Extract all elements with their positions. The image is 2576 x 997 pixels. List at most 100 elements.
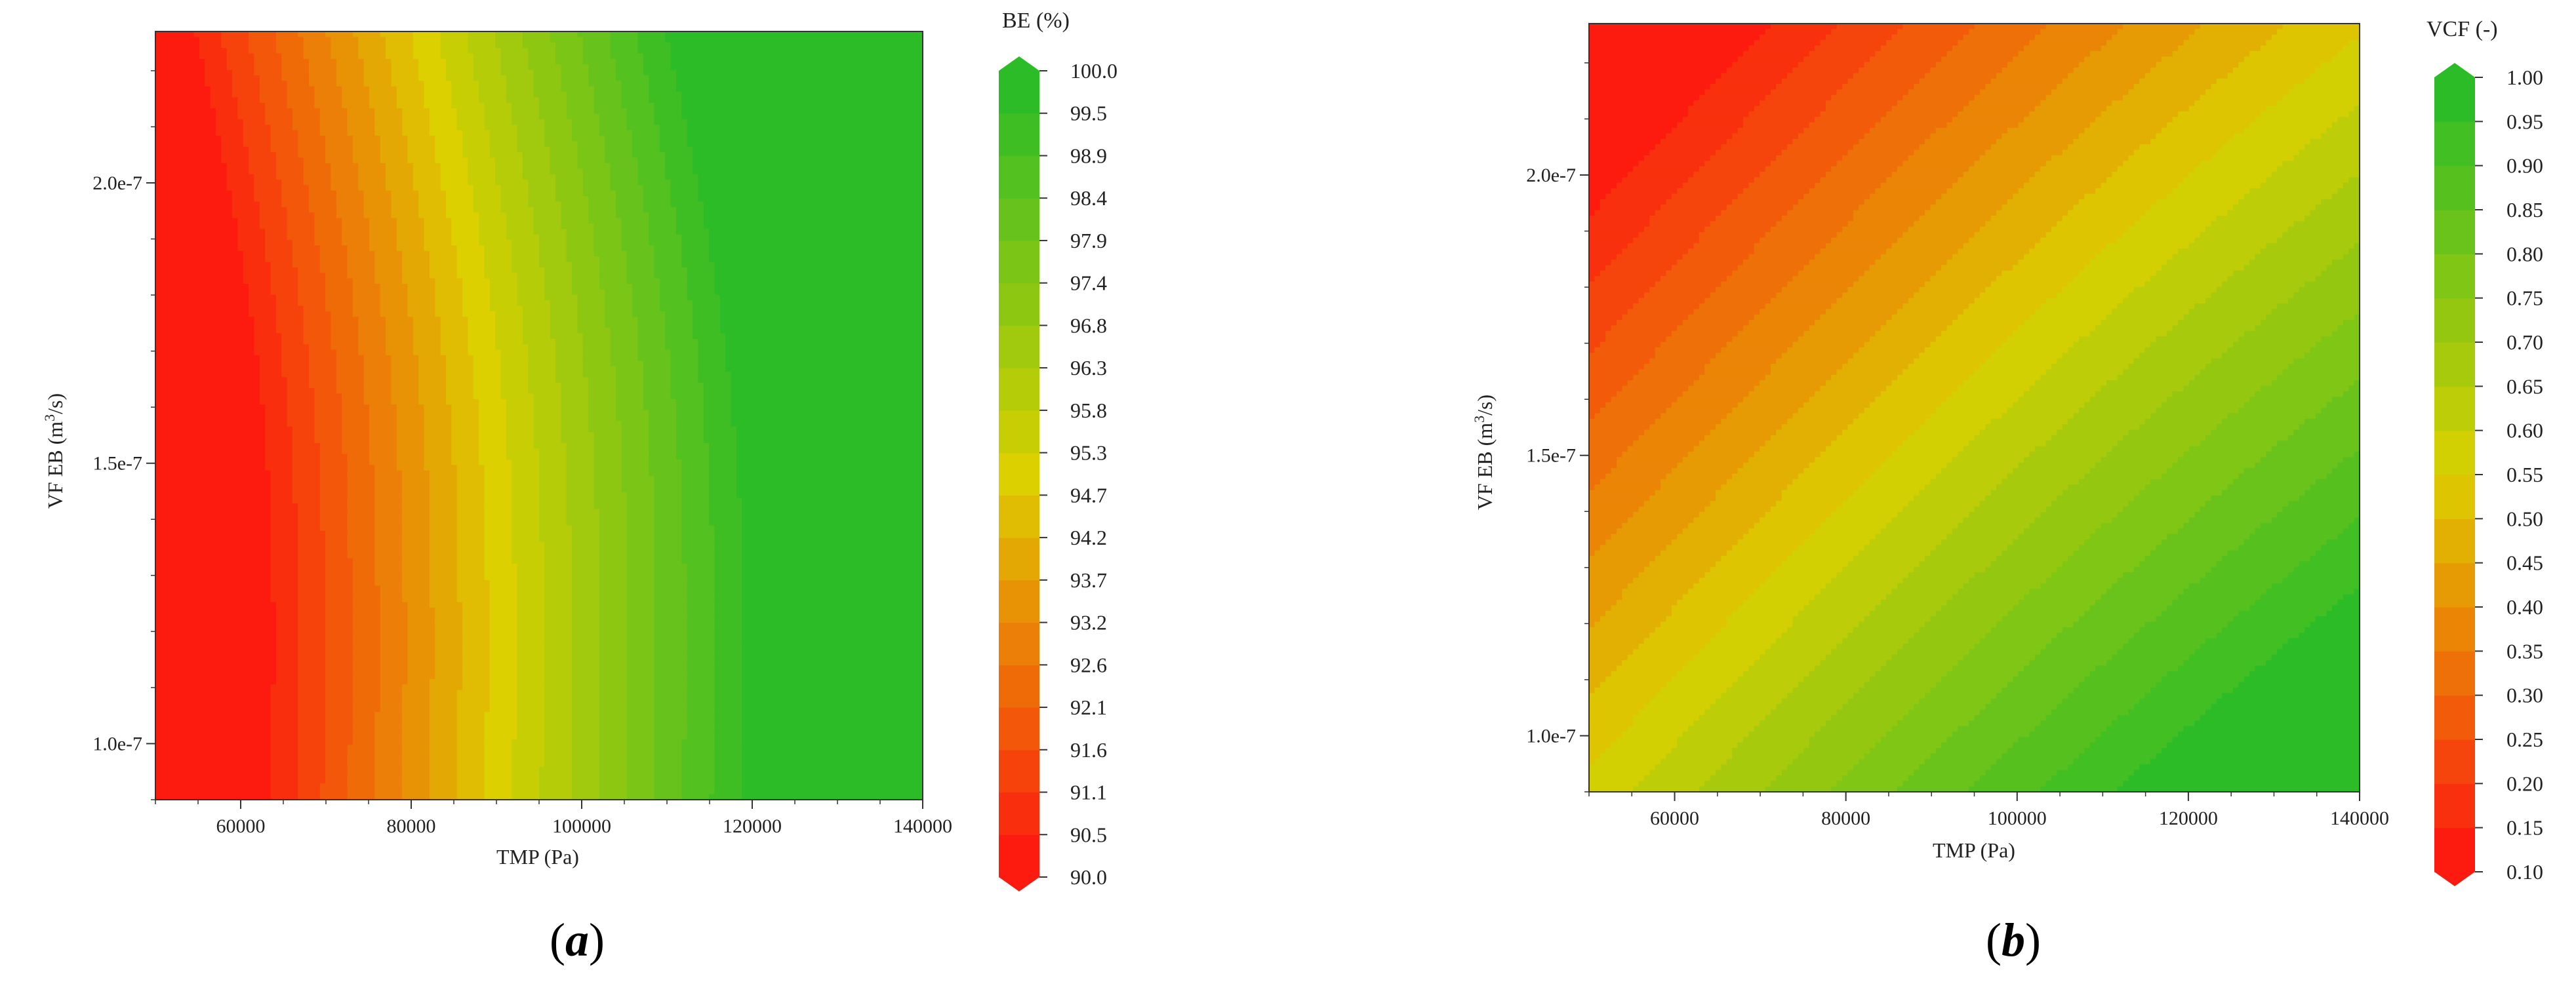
contour-cell xyxy=(325,662,353,669)
contour-cell xyxy=(1798,473,1870,480)
contour-cell xyxy=(572,717,600,724)
contour-cell xyxy=(484,722,518,729)
contour-cell xyxy=(544,613,573,619)
contour-cell xyxy=(254,58,282,65)
contour-cell xyxy=(424,86,452,92)
contour-cell xyxy=(473,377,502,383)
contour-cell xyxy=(2167,534,2250,540)
contour-cell xyxy=(659,289,688,296)
contour-cell xyxy=(742,733,923,740)
contour-cell xyxy=(544,706,573,713)
contour-cell xyxy=(275,311,304,317)
contour-cell xyxy=(588,201,616,208)
contour-cell xyxy=(1958,451,2030,458)
contour-cell xyxy=(1732,336,1799,343)
contour-cell xyxy=(1589,128,1672,134)
contour-cell xyxy=(544,722,573,729)
contour-cell xyxy=(1589,237,1634,244)
contour-cell xyxy=(358,344,386,351)
contour-cell xyxy=(1710,501,1777,507)
contour-cell xyxy=(363,212,392,219)
contour-cell xyxy=(528,53,556,60)
contour-cell xyxy=(1919,561,1992,568)
contour-cell xyxy=(539,108,567,115)
contour-cell xyxy=(654,684,688,691)
contour-cell xyxy=(325,289,353,296)
contour-cell xyxy=(681,761,715,768)
contour-cell xyxy=(155,635,277,641)
contour-cell xyxy=(1677,188,1744,195)
contour-cell xyxy=(155,97,211,104)
contour-cell xyxy=(1864,133,1931,140)
contour-cell xyxy=(1589,325,1612,332)
contour-cell xyxy=(2249,671,2360,677)
contour-cell xyxy=(1847,561,1920,568)
colorbar-band xyxy=(999,792,1039,835)
contour-cell xyxy=(265,240,293,246)
contour-cell xyxy=(292,250,321,257)
contour-cell xyxy=(369,421,397,427)
contour-cell xyxy=(714,662,742,669)
contour-cell xyxy=(2095,737,2173,743)
contour-cell xyxy=(675,224,704,229)
contour-cell xyxy=(2150,479,2234,485)
contour-cell xyxy=(298,130,321,136)
contour-cell xyxy=(2156,753,2360,760)
contour-cell xyxy=(205,58,228,65)
contour-cell xyxy=(1677,742,1739,749)
contour-cell xyxy=(391,81,425,87)
contour-cell xyxy=(742,580,923,587)
contour-cell xyxy=(1716,561,1782,568)
contour-cell xyxy=(572,678,600,685)
contour-cell xyxy=(670,190,698,197)
contour-cell xyxy=(2106,380,2190,387)
contour-cell xyxy=(512,766,540,773)
y-axis-label-a: VF EB (m3/s) xyxy=(41,393,67,509)
contour-cell xyxy=(2260,45,2344,52)
contour-cell xyxy=(298,673,326,680)
contour-cell xyxy=(2332,259,2360,265)
contour-cell xyxy=(1655,210,1722,216)
contour-cell xyxy=(632,146,660,153)
contour-cell xyxy=(512,459,540,465)
contour-cell xyxy=(681,756,715,762)
contour-cell xyxy=(298,717,326,724)
contour-cell xyxy=(2271,654,2360,661)
contour-cell xyxy=(742,722,923,729)
contour-cell xyxy=(2002,205,2074,211)
contour-cell xyxy=(424,102,452,109)
contour-cell xyxy=(342,432,370,439)
contour-cell xyxy=(325,695,353,701)
contour-cell xyxy=(2040,786,2118,792)
contour-cell xyxy=(270,712,298,718)
contour-cell xyxy=(396,245,425,252)
contour-cell xyxy=(2018,534,2091,540)
contour-cell xyxy=(374,558,403,564)
contour-cell xyxy=(506,454,540,460)
contour-cell xyxy=(226,53,255,60)
contour-cell xyxy=(2222,144,2305,151)
contour-cell xyxy=(462,640,491,647)
contour-cell xyxy=(386,37,414,43)
contour-cell xyxy=(232,75,260,81)
contour-cell xyxy=(1660,687,1727,694)
contour-cell xyxy=(643,201,672,208)
contour-cell xyxy=(155,218,238,224)
contour-cell xyxy=(1622,248,1689,255)
contour-cell xyxy=(654,668,688,674)
contour-cell xyxy=(456,728,485,735)
contour-cell xyxy=(319,108,348,115)
contour-cell xyxy=(544,284,573,290)
contour-cell xyxy=(2244,676,2360,683)
contour-cell xyxy=(325,684,353,691)
contour-cell xyxy=(1693,100,1760,107)
contour-cell xyxy=(429,783,458,789)
contour-cell xyxy=(2200,577,2284,584)
contour-cell xyxy=(632,311,666,317)
contour-cell xyxy=(582,53,611,60)
contour-cell xyxy=(155,250,244,257)
contour-cell xyxy=(1776,638,1843,644)
contour-cell xyxy=(2222,490,2305,496)
contour-cell xyxy=(2244,265,2327,271)
contour-cell xyxy=(637,317,666,323)
